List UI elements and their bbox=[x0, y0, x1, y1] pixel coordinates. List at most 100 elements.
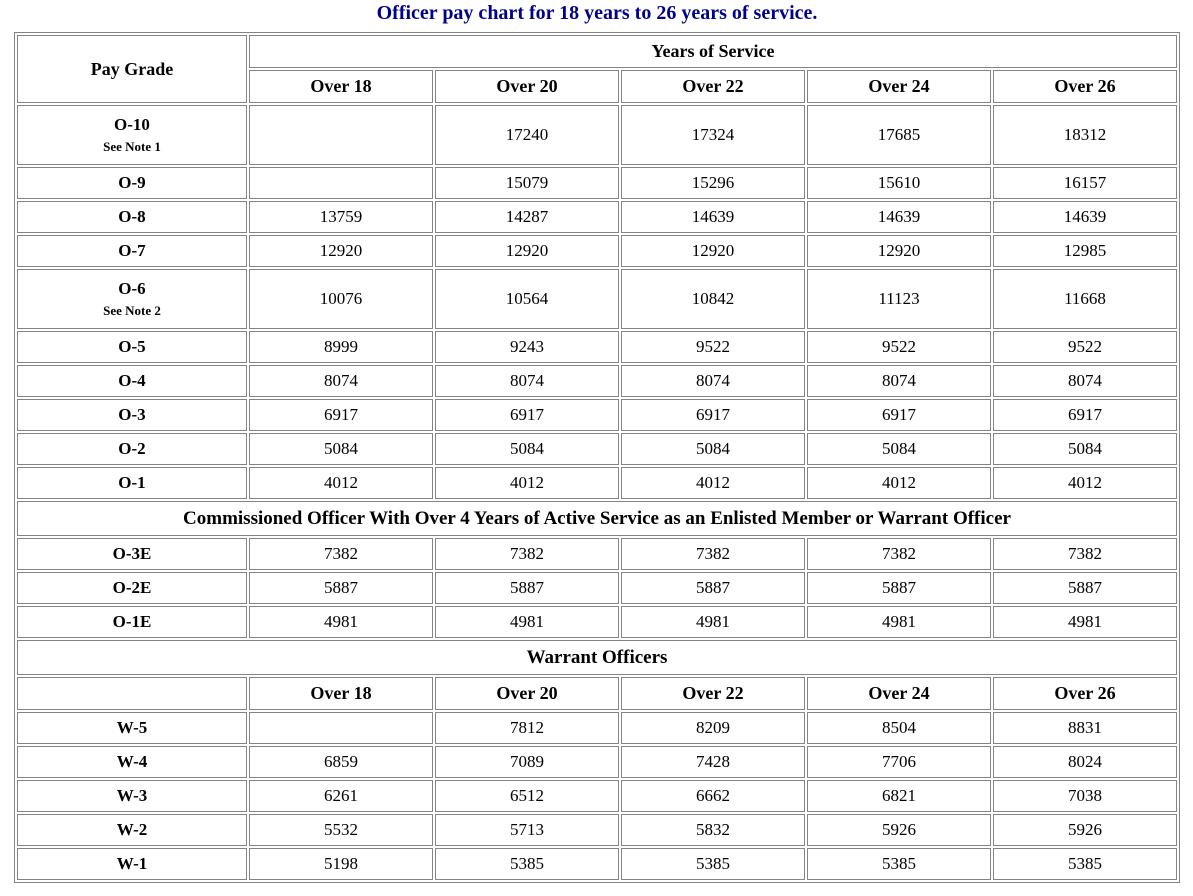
pay-value-cell: 5887 bbox=[435, 572, 619, 604]
pay-value-cell: 6917 bbox=[621, 399, 805, 431]
pay-value-cell: 5926 bbox=[993, 814, 1177, 846]
pay-value-cell bbox=[249, 167, 433, 199]
table-row-o1e: O-1E 4981 4981 4981 4981 4981 bbox=[17, 606, 1177, 638]
table-row-o2: O-2 5084 5084 5084 5084 5084 bbox=[17, 433, 1177, 465]
pay-value-cell: 17324 bbox=[621, 105, 805, 165]
pay-value-cell: 5385 bbox=[993, 848, 1177, 880]
pay-value-cell: 5887 bbox=[621, 572, 805, 604]
pay-value-cell: 5887 bbox=[249, 572, 433, 604]
pay-grade-cell: W-2 bbox=[17, 814, 247, 846]
pay-value-cell: 11123 bbox=[807, 269, 991, 329]
pay-value-cell bbox=[249, 105, 433, 165]
pay-value-cell: 15296 bbox=[621, 167, 805, 199]
pay-value-cell: 4981 bbox=[621, 606, 805, 638]
pay-value-cell: 4981 bbox=[435, 606, 619, 638]
warrant-column-header-over-24: Over 24 bbox=[807, 677, 991, 710]
pay-grade-cell: O-7 bbox=[17, 235, 247, 267]
pay-value-cell: 5532 bbox=[249, 814, 433, 846]
pay-grade-header: Pay Grade bbox=[17, 35, 247, 103]
column-header-over-20: Over 20 bbox=[435, 70, 619, 103]
table-row-w2: W-2 5532 5713 5832 5926 5926 bbox=[17, 814, 1177, 846]
pay-value-cell: 8504 bbox=[807, 712, 991, 744]
pay-value-cell: 8074 bbox=[993, 365, 1177, 397]
pay-grade-cell: O-2 bbox=[17, 433, 247, 465]
warrant-column-header-over-22: Over 22 bbox=[621, 677, 805, 710]
pay-grade-cell: O-2E bbox=[17, 572, 247, 604]
pay-value-cell: 8209 bbox=[621, 712, 805, 744]
pay-value-cell: 5926 bbox=[807, 814, 991, 846]
pay-value-cell: 9522 bbox=[807, 331, 991, 363]
warrant-corner-cell bbox=[17, 677, 247, 710]
pay-value-cell: 8074 bbox=[249, 365, 433, 397]
column-header-over-26: Over 26 bbox=[993, 70, 1177, 103]
pay-grade-cell: O-8 bbox=[17, 201, 247, 233]
pay-value-cell: 6821 bbox=[807, 780, 991, 812]
pay-grade-label: O-10 bbox=[114, 115, 150, 134]
pay-value-cell: 6917 bbox=[435, 399, 619, 431]
pay-grade-note: See Note 1 bbox=[103, 139, 161, 154]
pay-value-cell: 6662 bbox=[621, 780, 805, 812]
pay-value-cell: 8831 bbox=[993, 712, 1177, 744]
pay-value-cell: 7706 bbox=[807, 746, 991, 778]
pay-value-cell: 6917 bbox=[249, 399, 433, 431]
pay-value-cell: 8074 bbox=[435, 365, 619, 397]
pay-value-cell: 4981 bbox=[807, 606, 991, 638]
pay-value-cell: 9243 bbox=[435, 331, 619, 363]
table-row-o4: O-4 8074 8074 8074 8074 8074 bbox=[17, 365, 1177, 397]
table-row-o10: O-10 See Note 1 17240 17324 17685 18312 bbox=[17, 105, 1177, 165]
pay-value-cell: 10564 bbox=[435, 269, 619, 329]
pay-value-cell: 7382 bbox=[807, 538, 991, 570]
pay-grade-cell: O-1 bbox=[17, 467, 247, 499]
column-header-over-24: Over 24 bbox=[807, 70, 991, 103]
pay-value-cell: 5385 bbox=[621, 848, 805, 880]
pay-value-cell: 10842 bbox=[621, 269, 805, 329]
pay-value-cell: 8074 bbox=[621, 365, 805, 397]
section-header-row: Commissioned Officer With Over 4 Years o… bbox=[17, 501, 1177, 536]
pay-value-cell: 4012 bbox=[249, 467, 433, 499]
pay-value-cell: 5887 bbox=[807, 572, 991, 604]
pay-value-cell: 4012 bbox=[993, 467, 1177, 499]
pay-grade-cell: O-1E bbox=[17, 606, 247, 638]
pay-grade-cell: O-10 See Note 1 bbox=[17, 105, 247, 165]
pay-value-cell: 5084 bbox=[249, 433, 433, 465]
pay-value-cell: 7812 bbox=[435, 712, 619, 744]
table-row-o8: O-8 13759 14287 14639 14639 14639 bbox=[17, 201, 1177, 233]
pay-value-cell: 12985 bbox=[993, 235, 1177, 267]
table-row-w4: W-4 6859 7089 7428 7706 8024 bbox=[17, 746, 1177, 778]
pay-grade-cell: O-3 bbox=[17, 399, 247, 431]
pay-value-cell: 5084 bbox=[435, 433, 619, 465]
pay-value-cell: 15079 bbox=[435, 167, 619, 199]
pay-value-cell: 7382 bbox=[249, 538, 433, 570]
pay-value-cell: 14639 bbox=[807, 201, 991, 233]
pay-grade-label: O-6 bbox=[118, 279, 146, 298]
table-row-w3: W-3 6261 6512 6662 6821 7038 bbox=[17, 780, 1177, 812]
pay-grade-cell: O-4 bbox=[17, 365, 247, 397]
pay-value-cell: 5385 bbox=[807, 848, 991, 880]
pay-value-cell: 14287 bbox=[435, 201, 619, 233]
pay-chart-table: Pay Grade Years of Service Over 18 Over … bbox=[14, 32, 1180, 883]
warrant-column-header-over-26: Over 26 bbox=[993, 677, 1177, 710]
pay-value-cell: 4981 bbox=[249, 606, 433, 638]
warrant-section-header: Warrant Officers bbox=[17, 640, 1177, 675]
pay-value-cell: 6512 bbox=[435, 780, 619, 812]
pay-value-cell: 9522 bbox=[993, 331, 1177, 363]
pay-value-cell: 12920 bbox=[621, 235, 805, 267]
warrant-column-header-over-20: Over 20 bbox=[435, 677, 619, 710]
pay-grade-cell: W-1 bbox=[17, 848, 247, 880]
pay-value-cell: 5198 bbox=[249, 848, 433, 880]
pay-value-cell: 5832 bbox=[621, 814, 805, 846]
pay-value-cell: 8024 bbox=[993, 746, 1177, 778]
pay-value-cell: 4012 bbox=[435, 467, 619, 499]
pay-grade-cell: O-9 bbox=[17, 167, 247, 199]
pay-value-cell: 17685 bbox=[807, 105, 991, 165]
pay-value-cell: 17240 bbox=[435, 105, 619, 165]
pay-value-cell: 4012 bbox=[621, 467, 805, 499]
pay-value-cell: 8999 bbox=[249, 331, 433, 363]
pay-value-cell: 6859 bbox=[249, 746, 433, 778]
pay-value-cell: 14639 bbox=[621, 201, 805, 233]
pay-value-cell: 16157 bbox=[993, 167, 1177, 199]
pay-value-cell: 5385 bbox=[435, 848, 619, 880]
pay-value-cell: 15610 bbox=[807, 167, 991, 199]
pay-value-cell: 4012 bbox=[807, 467, 991, 499]
